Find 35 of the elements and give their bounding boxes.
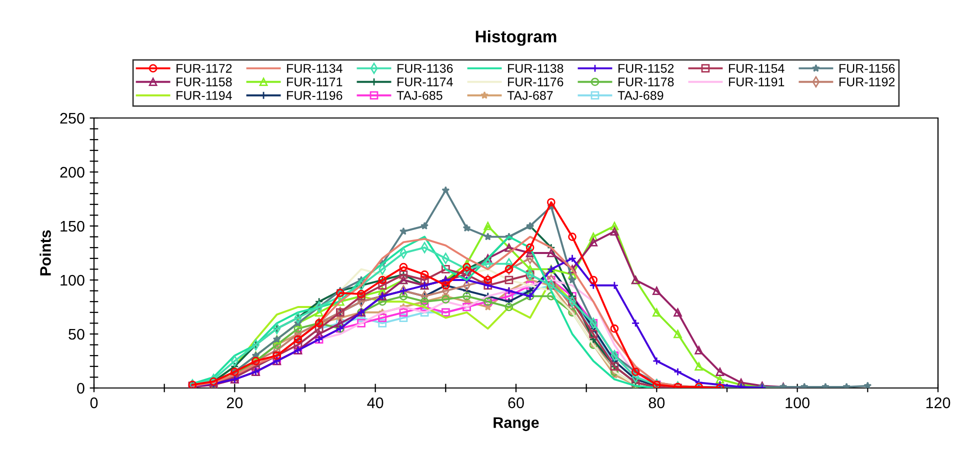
legend-label: FUR-1136 <box>398 64 453 73</box>
legend-label: FUR-1134 <box>287 64 342 73</box>
legend-label: FUR-1171 <box>287 78 342 86</box>
x-tick-label: 0 <box>90 397 98 408</box>
legend-label: FUR-1156 <box>839 64 895 73</box>
legend-label: FUR-1138 <box>508 64 564 73</box>
chart-title: Histogram <box>476 30 556 46</box>
y-axis-title: Points <box>40 230 51 276</box>
legend-label: TAJ-689 <box>618 91 664 100</box>
legend-label: TAJ-687 <box>507 91 553 100</box>
x-tick-label: 40 <box>367 397 384 408</box>
x-tick-label: 120 <box>926 397 950 408</box>
y-tick-label: 150 <box>60 220 84 232</box>
legend-label: FUR-1194 <box>176 91 232 100</box>
legend-label: TAJ-685 <box>396 91 442 100</box>
legend-label: FUR-1196 <box>287 91 342 100</box>
legend-label: FUR-1176 <box>508 78 564 86</box>
x-tick-label: 60 <box>508 397 524 408</box>
legend-label: FUR-1172 <box>176 64 232 73</box>
legend-label: FUR-1154 <box>729 64 784 73</box>
y-tick-label: 100 <box>60 274 84 286</box>
legend-label: FUR-1192 <box>839 78 895 86</box>
legend-label: FUR-1152 <box>618 64 674 73</box>
y-tick-label: 200 <box>60 166 84 178</box>
legend-label: FUR-1191 <box>729 78 784 86</box>
x-tick-label: 20 <box>226 397 243 408</box>
legend-label: FUR-1158 <box>176 78 232 86</box>
y-tick-label: 0 <box>77 382 84 394</box>
x-axis-title: Range <box>494 417 539 432</box>
x-tick-label: 100 <box>786 397 810 408</box>
legend-label: FUR-1178 <box>618 78 674 86</box>
y-tick-label: 50 <box>68 328 84 340</box>
y-tick-label: 250 <box>60 112 84 124</box>
legend-label: FUR-1174 <box>398 78 453 86</box>
x-tick-label: 80 <box>648 397 665 408</box>
